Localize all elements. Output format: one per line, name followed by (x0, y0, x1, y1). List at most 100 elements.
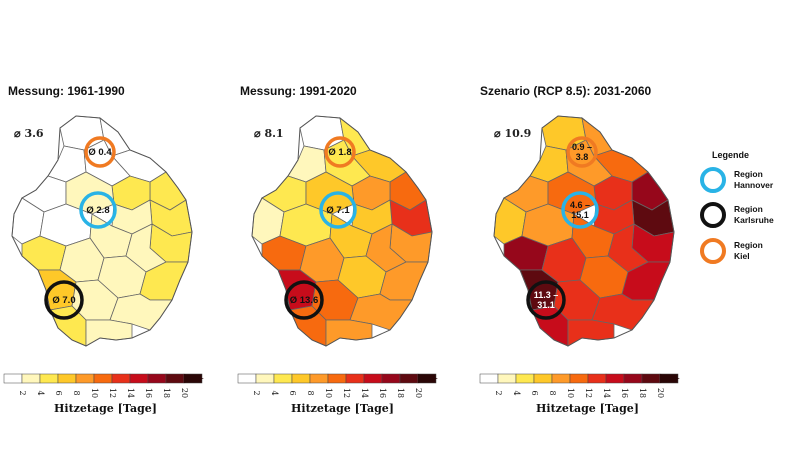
colorbar: 2 4 6 8 10 12 14 16 18 20 (479, 373, 680, 398)
colorbar-swatch (533, 373, 553, 384)
colorbar: 2 4 6 8 10 12 14 16 18 20 (237, 373, 438, 398)
colorbar-swatch (21, 373, 41, 384)
colorbar-tick-label: 10 (90, 388, 99, 398)
colorbar-swatch (587, 373, 607, 384)
colorbar-swatch (363, 373, 383, 384)
colorbar-tick-label: 16 (144, 388, 153, 398)
legend-item-hannover: Region Hannover (700, 167, 789, 203)
panel-title: Szenario (RCP 8.5): 2031-2060 (480, 84, 652, 98)
map-regions: 0.9 –3.8 4.6 –15.1 11.3 –31.1 (493, 115, 675, 347)
colorbar-swatch (551, 373, 571, 384)
region-value-hannover: Ø 2.8 (86, 205, 109, 216)
country-outline (251, 115, 433, 347)
colorbar-swatch (309, 373, 329, 384)
colorbar-swatch (57, 373, 77, 384)
map-panel-2031-2060: Szenario (RCP 8.5): 2031-2060 ⌀ 10.9 0.9… (474, 0, 734, 475)
map-regions: Ø 1.8 Ø 7.1 Ø 13.6 (251, 115, 433, 347)
colorbar-tick-label: 2 (252, 390, 261, 395)
region-ring-kiel (566, 136, 598, 168)
country-outline (493, 115, 675, 347)
legend-label: Region Kiel (734, 240, 763, 261)
colorbar-tick-label: 18 (396, 388, 405, 398)
legend-title: Legende (712, 150, 750, 160)
colorbar-tick-label: 14 (360, 388, 369, 398)
average-value: ⌀ 3.6 (14, 127, 44, 140)
colorbar-tick-label: 10 (324, 388, 333, 398)
panel-title: Messung: 1991-2020 (240, 84, 357, 98)
colorbar-tick-label: 6 (54, 390, 63, 395)
legend-item-kiel: Region Kiel (700, 238, 789, 274)
colorbar-swatch (497, 373, 517, 384)
ring-icon (700, 202, 726, 228)
region-value-hannover: 4.6 –15.1 (570, 200, 590, 220)
colorbar-tick-label: 10 (566, 388, 575, 398)
country-outline (11, 115, 193, 347)
colorbar-swatch (75, 373, 95, 384)
region-ring-karlsruhe (284, 280, 324, 320)
colorbar-swatch (479, 373, 499, 384)
panel-title: Messung: 1961-1990 (8, 84, 125, 98)
region-value-karlsruhe: Ø 13.6 (290, 295, 319, 306)
legend-label: Region Hannover (734, 169, 774, 190)
region-ring-hannover (79, 191, 117, 229)
colorbar-tick-label: 12 (108, 388, 117, 398)
colorbar-tick-label: 20 (414, 388, 423, 398)
colorbar-swatch (255, 373, 275, 384)
germany-map: Ø 0.4 Ø 2.8 Ø 7.0 2 4 6 8 10 12 14 16 18 20 (3, 115, 204, 398)
region-ring-hannover (319, 191, 357, 229)
legend-label: Region Karlsruhe (734, 204, 774, 225)
colorbar-tick-label: 14 (126, 388, 135, 398)
colorbar: 2 4 6 8 10 12 14 16 18 20 (3, 373, 204, 398)
colorbar-swatch (129, 373, 149, 384)
germany-map: Ø 1.8 Ø 7.1 Ø 13.6 2 4 6 8 10 12 14 16 18 20 (237, 115, 438, 398)
region-value-kiel: Ø 1.8 (328, 147, 351, 158)
colorbar-arrow (660, 374, 680, 383)
colorbar-swatch (111, 373, 131, 384)
region-value-kiel: Ø 0.4 (88, 147, 112, 158)
colorbar-tick-label: 20 (180, 388, 189, 398)
colorbar-tick-label: 18 (162, 388, 171, 398)
map-panel-1961-1990: Messung: 1961-1990 ⌀ 3.6 Ø 0.4 Ø 2.8 Ø 7.0… (0, 0, 260, 475)
colorbar-tick-label: 18 (638, 388, 647, 398)
colorbar-tick-label: 16 (378, 388, 387, 398)
legend-item-karlsruhe: Region Karlsruhe (700, 202, 789, 238)
colorbar-swatch (3, 373, 23, 384)
colorbar-swatch (39, 373, 59, 384)
colorbar-title: Hitzetage [Tage] (54, 402, 157, 415)
colorbar-swatch (641, 373, 661, 384)
colorbar-swatch (345, 373, 365, 384)
colorbar-tick-label: 12 (584, 388, 593, 398)
colorbar-swatch (569, 373, 589, 384)
region-ring-hannover (561, 191, 599, 229)
region-value-karlsruhe: Ø 7.0 (52, 295, 75, 306)
colorbar-swatch (147, 373, 167, 384)
colorbar-title: Hitzetage [Tage] (291, 402, 394, 415)
germany-map: 0.9 –3.8 4.6 –15.1 11.3 –31.1 2 4 6 8 10 12 14 16 1… (479, 115, 680, 398)
colorbar-swatch (273, 373, 293, 384)
colorbar-tick-label: 14 (602, 388, 611, 398)
colorbar-tick-label: 4 (36, 390, 45, 395)
colorbar-tick-label: 4 (512, 390, 521, 395)
colorbar-arrow (184, 374, 204, 383)
average-value: ⌀ 10.9 (494, 127, 532, 140)
region-value-kiel: 0.9 –3.8 (572, 142, 592, 162)
colorbar-tick-label: 6 (288, 390, 297, 395)
colorbar-swatch (515, 373, 535, 384)
colorbar-tick-label: 6 (530, 390, 539, 395)
region-ring-karlsruhe (526, 280, 566, 320)
region-ring-kiel (324, 136, 356, 168)
map-regions: Ø 0.4 Ø 2.8 Ø 7.0 (11, 115, 193, 347)
colorbar-swatch (165, 373, 185, 384)
region-value-hannover: Ø 7.1 (326, 205, 350, 216)
colorbar-swatch (605, 373, 625, 384)
colorbar-swatch (291, 373, 311, 384)
colorbar-swatch (399, 373, 419, 384)
region-value-karlsruhe: 11.3 –31.1 (534, 290, 559, 310)
colorbar-tick-label: 8 (548, 390, 557, 395)
colorbar-tick-label: 2 (494, 390, 503, 395)
colorbar-tick-label: 8 (306, 390, 315, 395)
colorbar-swatch (237, 373, 257, 384)
region-ring-karlsruhe (44, 280, 84, 320)
average-value: ⌀ 8.1 (254, 127, 284, 140)
region-ring-kiel (84, 136, 116, 168)
